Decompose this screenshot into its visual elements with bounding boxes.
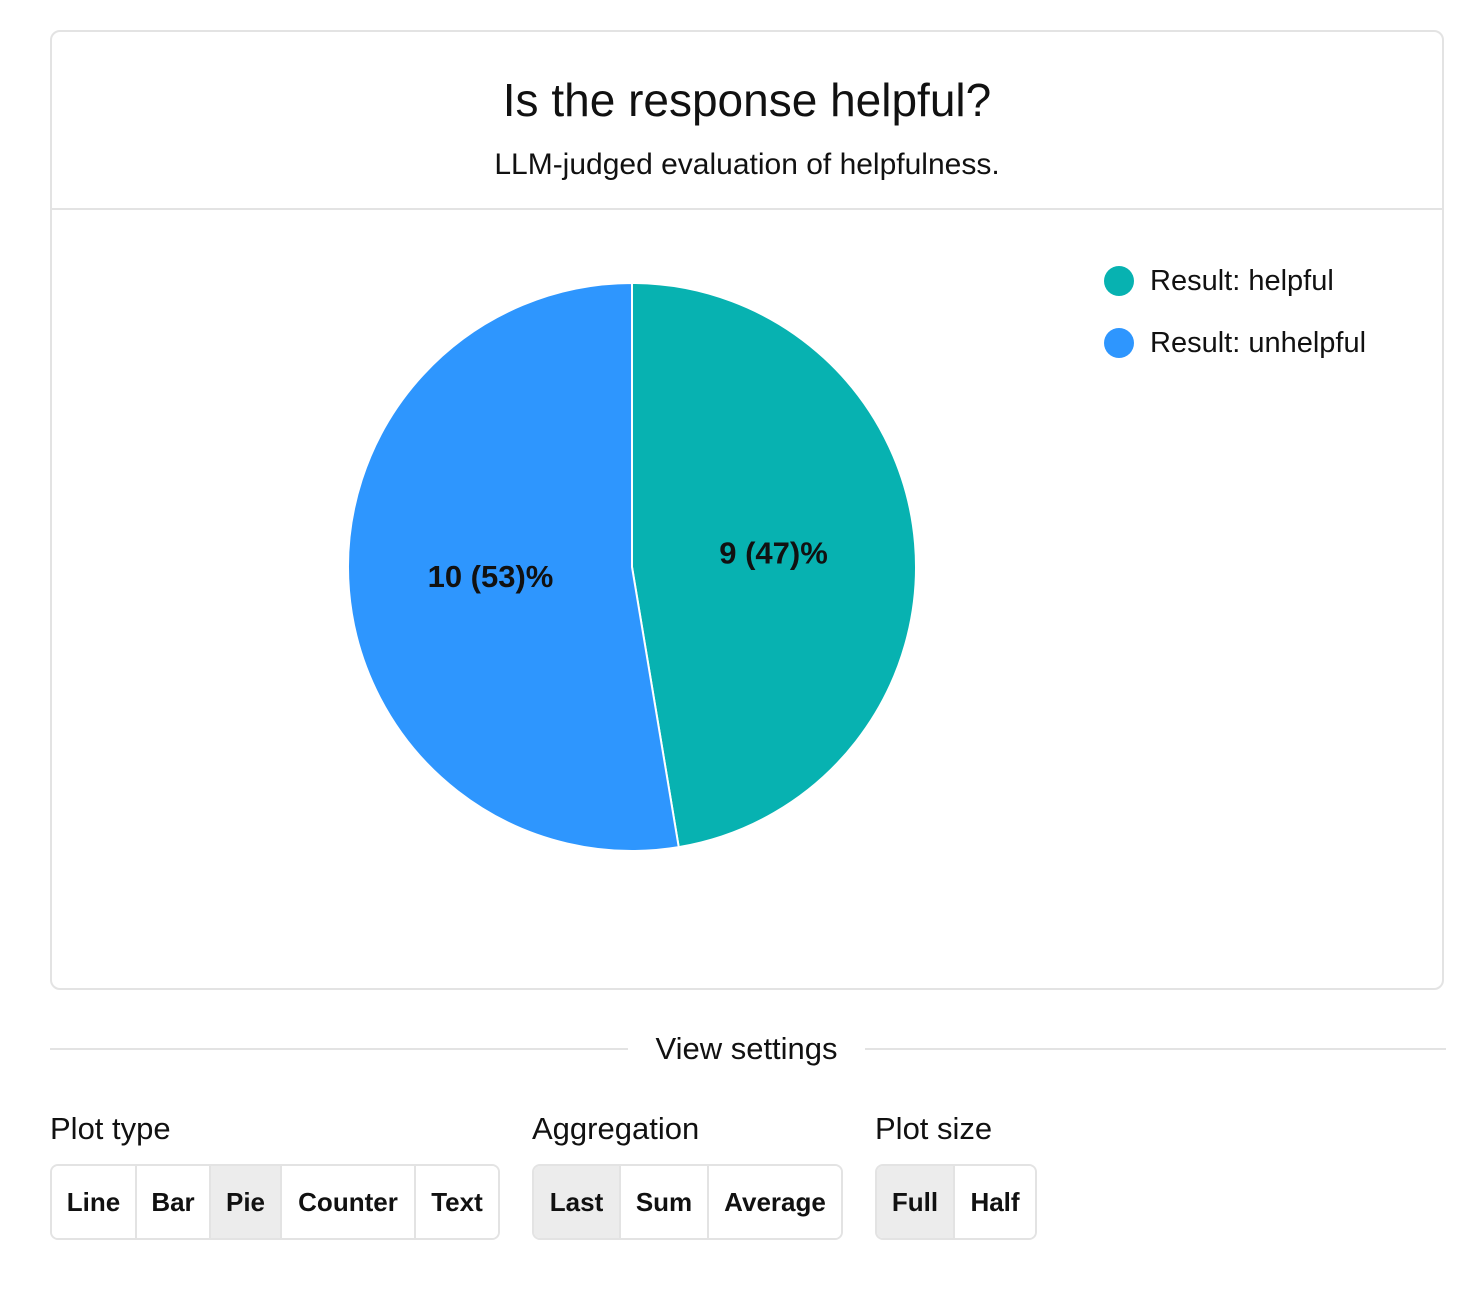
pie-slice-result-helpful[interactable]	[631, 281, 917, 849]
chart-area: 9 (47)% 10 (53)% Result: helpful Result: …	[52, 210, 1442, 990]
card-header: Is the response helpful? LLM-judged eval…	[52, 32, 1442, 210]
plot-type-label: Plot type	[50, 1111, 171, 1146]
divider-line-right	[865, 1048, 1446, 1050]
plot-size-half-button[interactable]: Half	[955, 1166, 1035, 1238]
pie-chart: 9 (47)% 10 (53)%	[347, 281, 917, 852]
view-settings-heading: View settings	[655, 1031, 838, 1066]
chart-title: Is the response helpful?	[502, 74, 992, 126]
pie-label-result-unhelpful: 10 (53)%	[428, 559, 554, 594]
aggregation-average-button[interactable]: Average	[709, 1166, 841, 1238]
legend-label-unhelpful: Result: unhelpful	[1150, 326, 1367, 359]
legend-label-helpful: Result: helpful	[1150, 264, 1334, 297]
chart-card: Is the response helpful? LLM-judged eval…	[50, 30, 1444, 990]
chart-subtitle: LLM-judged evaluation of helpfulness.	[494, 148, 1000, 181]
legend-item-helpful[interactable]: Result: helpful	[1104, 250, 1366, 312]
plot-type-line-button[interactable]: Line	[52, 1166, 137, 1238]
plot-size-full-button[interactable]: Full	[877, 1166, 955, 1238]
aggregation-label: Aggregation	[532, 1111, 700, 1146]
aggregation-last-button[interactable]: Last	[534, 1166, 621, 1238]
plot-type-bar-button[interactable]: Bar	[137, 1166, 211, 1238]
divider-line-left	[50, 1048, 628, 1050]
pie-label-result-helpful: 9 (47)%	[719, 535, 828, 570]
plot-size-setting: Plot size Full Half	[875, 1110, 1037, 1240]
pie-slice-result-unhelpful[interactable]	[347, 281, 680, 852]
plot-type-counter-button[interactable]: Counter	[282, 1166, 416, 1238]
aggregation-setting: Aggregation Last Sum Average	[532, 1110, 843, 1240]
legend-swatch-unhelpful	[1104, 328, 1134, 358]
plot-type-selector: Line Bar Pie Counter Text	[50, 1164, 500, 1240]
aggregation-selector: Last Sum Average	[532, 1164, 843, 1240]
plot-size-label: Plot size	[875, 1111, 993, 1146]
plot-type-text-button[interactable]: Text	[416, 1166, 498, 1238]
plot-type-pie-button[interactable]: Pie	[211, 1166, 282, 1238]
plot-type-setting: Plot type Line Bar Pie Counter Text	[50, 1110, 500, 1240]
legend-item-unhelpful[interactable]: Result: unhelpful	[1104, 312, 1366, 374]
plot-size-selector: Full Half	[875, 1164, 1037, 1240]
legend-swatch-helpful	[1104, 266, 1134, 296]
aggregation-sum-button[interactable]: Sum	[621, 1166, 709, 1238]
view-settings-divider: View settings	[50, 1022, 1446, 1074]
chart-legend: Result: helpful Result: unhelpful	[1104, 250, 1366, 374]
